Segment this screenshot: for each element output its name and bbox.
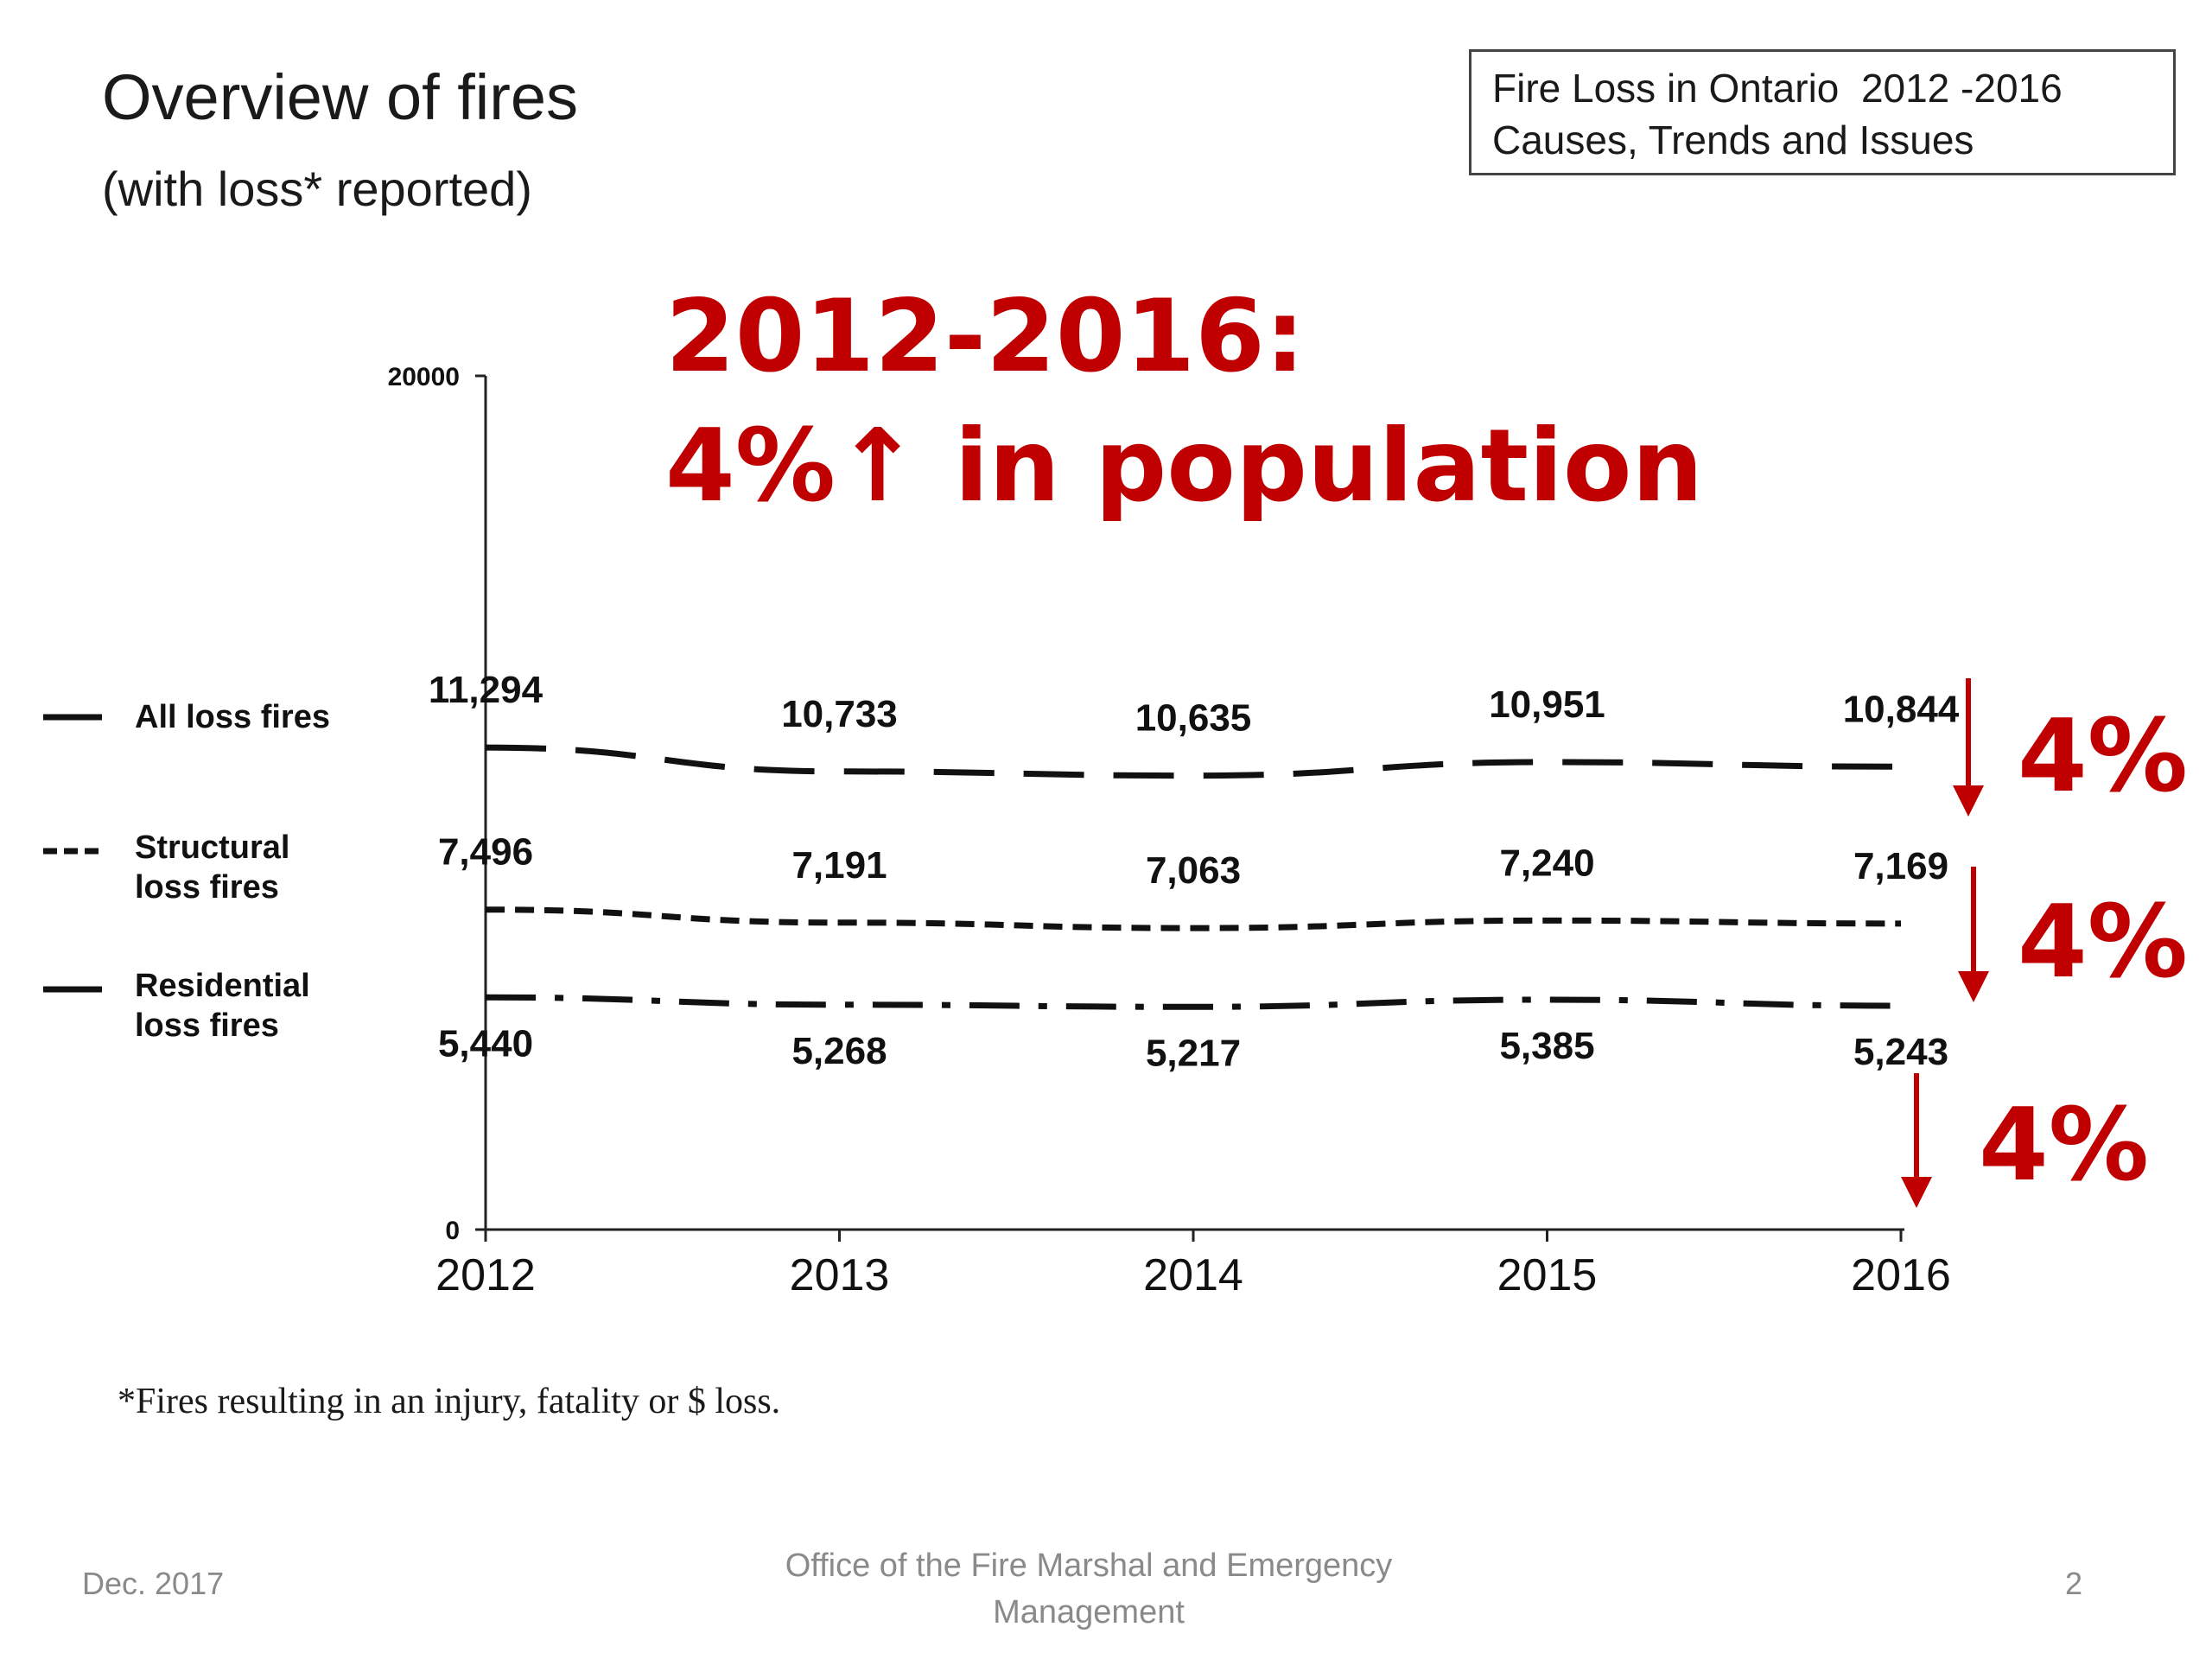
legend-label: Residential [135, 968, 310, 1004]
change-arrowhead [1958, 971, 1989, 1002]
change-label: 4% [1979, 1087, 2149, 1204]
data-label: 10,635 [1135, 697, 1252, 740]
change-label: 4% [2018, 698, 2188, 815]
series-line-1 [485, 744, 1902, 779]
slide-title: Overview of fires [102, 61, 579, 133]
series-line-3 [485, 994, 1902, 1010]
data-label: 10,844 [1843, 688, 1960, 730]
x-tick-label: 2016 [1851, 1250, 1951, 1300]
y-tick-label: 0 [445, 1217, 460, 1245]
population-callout: 2012-2016: 4%↑ in population [665, 272, 1703, 531]
change-arrowhead [1953, 785, 1984, 817]
data-label: 7,191 [791, 844, 887, 887]
report-title-box: Fire Loss in Ontario 2012 -2016 Causes, … [1469, 49, 2176, 175]
data-label: 10,951 [1489, 683, 1605, 726]
x-tick-label: 2012 [435, 1250, 536, 1300]
data-label: 5,385 [1499, 1025, 1594, 1067]
footer-org-line-1: Office of the Fire Marshal and Emergency [785, 1548, 1393, 1584]
legend-label: loss fires [135, 869, 279, 906]
page-number: 2 [2065, 1566, 2083, 1601]
data-label: 7,169 [1853, 845, 1948, 887]
y-tick-label: 20000 [388, 363, 460, 391]
report-title-line-2: Causes, Trends and Issues [1492, 118, 1974, 162]
data-label: 5,243 [1853, 1031, 1948, 1073]
data-label: 10,733 [781, 693, 898, 735]
data-label: 7,063 [1146, 849, 1241, 892]
x-tick-label: 2013 [790, 1250, 890, 1300]
callout-line-1: 2012-2016: [665, 278, 1306, 395]
x-tick-label: 2015 [1497, 1250, 1598, 1300]
data-label: 11,294 [429, 669, 543, 711]
change-label: 4% [2018, 884, 2188, 1001]
x-tick-label: 2014 [1143, 1250, 1243, 1300]
callout-line-2: 4%↑ in population [665, 408, 1704, 524]
data-label: 5,217 [1146, 1032, 1241, 1074]
legend-label: loss fires [135, 1007, 279, 1044]
footnote: *Fires resulting in an injury, fatality … [118, 1382, 781, 1421]
footer-date: Dec. 2017 [82, 1566, 225, 1601]
data-label: 5,440 [438, 1022, 533, 1065]
change-arrowhead [1901, 1177, 1932, 1208]
data-label: 5,268 [791, 1030, 887, 1072]
data-label: 7,240 [1499, 842, 1594, 884]
footer-organization: Office of the Fire Marshal and Emergency… [743, 1542, 1434, 1636]
report-title-line-1: Fire Loss in Ontario 2012 -2016 [1492, 66, 2063, 111]
slide-subtitle: (with loss* reported) [102, 162, 532, 216]
footer-org-line-2: Management [993, 1594, 1185, 1630]
legend-label: Structural [135, 830, 289, 866]
legend-label: All loss fires [135, 699, 330, 735]
data-label: 7,496 [438, 831, 533, 874]
series-line-2 [485, 906, 1902, 931]
